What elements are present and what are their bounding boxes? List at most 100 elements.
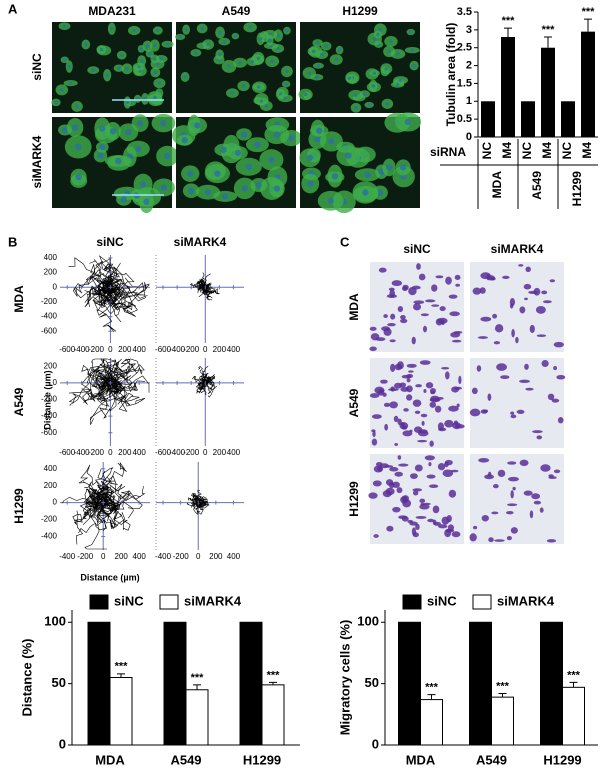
cell: [434, 405, 442, 413]
cell: [553, 469, 561, 474]
track: [110, 279, 148, 302]
track: [72, 276, 111, 297]
bar: [581, 31, 595, 138]
cell: [454, 274, 461, 280]
x-tick-label: -200: [88, 448, 105, 457]
nucleus: [307, 71, 312, 75]
nucleus: [62, 24, 67, 28]
track: [110, 287, 134, 299]
cell: [412, 399, 422, 407]
nucleus: [99, 143, 106, 151]
y-axis-label: Distance (%): [19, 638, 34, 716]
nucleus: [214, 170, 221, 177]
cell: [389, 401, 398, 409]
nucleus: [218, 30, 222, 35]
nucleus: [387, 49, 391, 54]
nucleus: [268, 38, 272, 42]
nucleus: [105, 73, 109, 77]
cell: [409, 521, 418, 526]
nucleus: [378, 28, 383, 32]
nucleus: [372, 71, 377, 75]
cell: [512, 486, 516, 491]
y-tick-label: 200: [44, 268, 58, 277]
nucleus: [160, 184, 167, 191]
error-bar: [504, 27, 512, 37]
cell: [528, 290, 538, 294]
cell: [507, 461, 517, 465]
track: [78, 492, 116, 534]
y-tick-label: 2.5: [457, 42, 472, 54]
nucleus: [354, 93, 358, 97]
nucleus: [217, 52, 222, 57]
cell: [549, 279, 556, 283]
x-tick-label: 400: [227, 448, 241, 457]
cell: [372, 430, 376, 438]
cell: [492, 484, 499, 489]
cell: [389, 289, 395, 298]
cell: [371, 438, 378, 446]
y-tick-label: -200: [41, 297, 58, 306]
cell: [398, 463, 409, 467]
x-tick-label: M4: [580, 142, 594, 159]
cell: [557, 417, 564, 424]
cell: [553, 341, 564, 348]
cell: [423, 388, 427, 393]
nucleus: [315, 41, 320, 45]
cell: [378, 267, 387, 273]
nucleus: [222, 39, 226, 44]
legend-label: siNC: [114, 593, 144, 608]
error-bar: [498, 692, 507, 698]
y-tick-label: 0: [59, 736, 66, 751]
nucleus: [97, 152, 104, 159]
track: [81, 375, 111, 402]
nucleus: [75, 173, 82, 181]
nucleus: [200, 26, 204, 31]
nucleus: [60, 88, 64, 92]
group-label: H1299: [570, 171, 584, 207]
panel-label: A: [8, 1, 18, 16]
y-tick-label: 200: [44, 481, 58, 490]
nucleus: [187, 187, 195, 194]
cell: [411, 285, 421, 290]
cell: [386, 525, 394, 532]
cell: [502, 275, 510, 279]
nucleus: [389, 39, 393, 44]
cell: [448, 405, 459, 412]
cell: [382, 392, 387, 397]
x-tick-label: 400: [133, 345, 147, 354]
nucleus: [227, 64, 231, 69]
bar: [420, 699, 443, 746]
nucleus: [398, 78, 403, 82]
track: [68, 382, 111, 405]
cell: [415, 523, 420, 530]
cell: [429, 440, 434, 447]
cell: [453, 330, 463, 334]
y-tick-label: 3: [466, 24, 472, 36]
x-tick-label: H1299: [543, 752, 581, 767]
cell: [394, 471, 403, 477]
nucleus: [194, 122, 201, 129]
cell: [472, 287, 482, 295]
nucleus: [153, 70, 158, 75]
y-tick-label: 1: [466, 95, 472, 107]
nucleus: [184, 27, 188, 32]
nucleus: [385, 164, 393, 171]
cell: [446, 514, 452, 523]
track: [88, 363, 114, 388]
cell: [469, 533, 477, 542]
cell: [426, 474, 436, 479]
nucleus: [120, 196, 127, 203]
cell: [451, 339, 462, 343]
cell: [510, 490, 514, 499]
cell: [419, 504, 430, 510]
track: [110, 358, 143, 386]
cell: [543, 300, 552, 304]
cell: [529, 510, 534, 519]
bar: [185, 689, 209, 746]
cell: [387, 323, 396, 327]
cell: [494, 539, 505, 542]
transwell-image: [470, 358, 564, 448]
nucleus: [307, 180, 314, 187]
cell: [402, 284, 409, 291]
track: [84, 502, 111, 550]
